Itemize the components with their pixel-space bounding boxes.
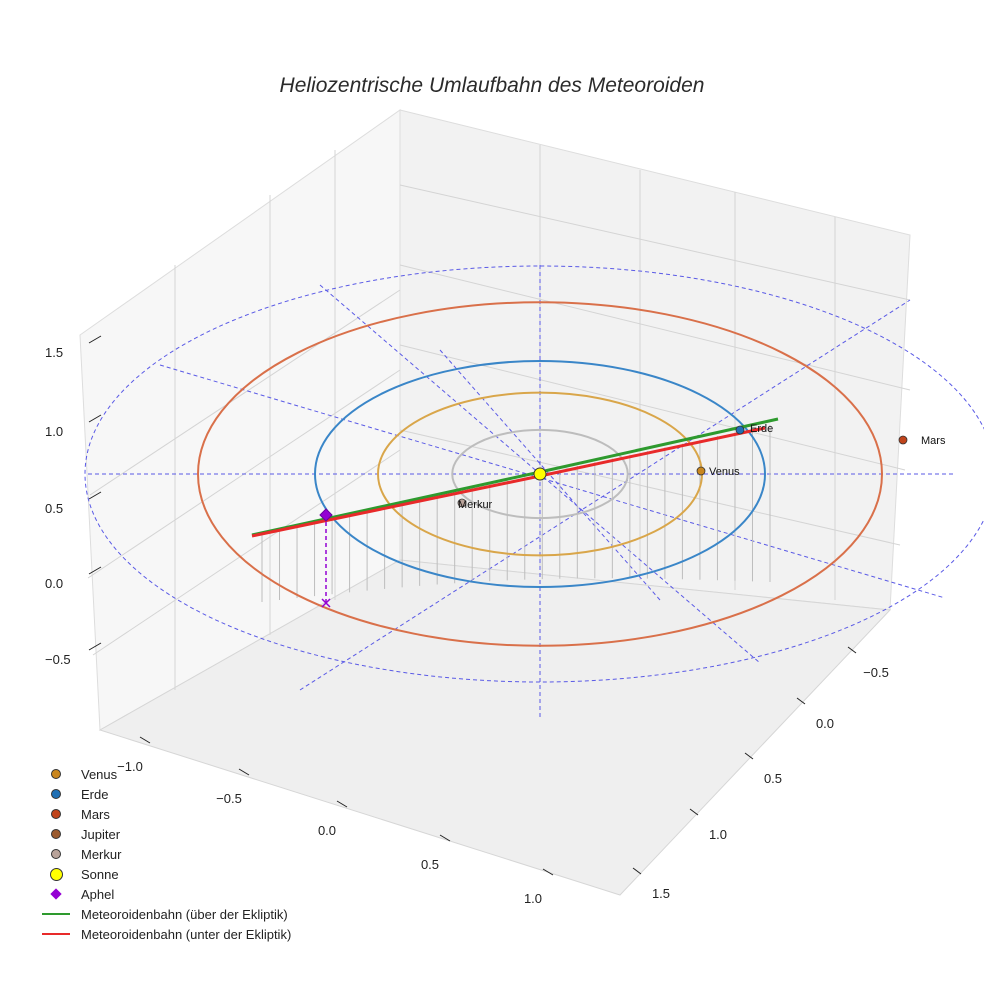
legend-sun-dot	[49, 867, 63, 881]
y-tick-mark	[796, 697, 806, 705]
legend-symbol	[40, 933, 72, 935]
legend-label: Meteoroidenbahn (unter der Ekliptik)	[81, 926, 292, 942]
y-tick-mark	[847, 646, 857, 654]
legend-label: Jupiter	[81, 826, 121, 842]
legend-symbol	[40, 789, 72, 799]
planet-mars-marker	[898, 435, 908, 445]
planet-merkur-label: Merkur	[458, 499, 493, 511]
legend-label: Mars	[81, 806, 110, 822]
aphel-projection-marker	[321, 598, 331, 608]
legend-item[interactable]: Meteoroidenbahn (unter der Ekliptik)	[40, 924, 291, 944]
legend-dot	[51, 809, 61, 819]
x-tick-label: −0.5	[216, 791, 242, 806]
legend-label: Aphel	[81, 886, 115, 902]
grid-line-13	[399, 429, 901, 546]
x-tick-label: −1.0	[117, 759, 143, 774]
legend-item[interactable]: Mars	[40, 804, 291, 824]
y-tick-label: 1.0	[709, 827, 727, 842]
planet-erde-marker	[735, 425, 745, 435]
z-tick-label: 0.0	[45, 576, 63, 591]
z-tick-mark	[88, 491, 102, 500]
z-tick-label: −0.5	[45, 652, 71, 667]
z-tick-mark	[88, 642, 102, 651]
planet-merkur-marker	[457, 498, 467, 508]
grid-line-10	[399, 184, 911, 301]
planet-erde-label: Erde	[750, 423, 773, 435]
y-tick-mark	[632, 867, 642, 875]
legend-label: Venus	[81, 766, 118, 782]
z-tick-label: 1.0	[45, 424, 63, 439]
legend-symbol	[40, 769, 72, 779]
x-tick-mark	[238, 768, 250, 776]
orbit-erde	[314, 360, 766, 588]
legend-label: Merkur	[81, 846, 122, 862]
planet-mars-label: Mars	[921, 435, 946, 447]
grid-line-9	[92, 449, 401, 656]
orbit-mars	[197, 301, 883, 647]
y-tick-label: 0.0	[816, 716, 834, 731]
legend-label: Sonne	[81, 866, 119, 882]
planet-venus-marker	[696, 466, 706, 476]
ecliptic-line-3	[299, 299, 911, 691]
legend-symbol	[40, 888, 72, 900]
x-tick-mark	[439, 834, 451, 842]
markers: Venus Erde Mars Merkur	[319, 423, 946, 608]
x-tick-mark	[336, 800, 348, 808]
planet-venus-label: Venus	[709, 466, 740, 478]
y-tick-label: −0.5	[863, 665, 889, 680]
y-tick-label: 1.5	[652, 886, 670, 901]
legend-item[interactable]: Sonne	[40, 864, 291, 884]
legend-dot	[51, 769, 61, 779]
grid-line-7	[89, 289, 401, 496]
legend-item[interactable]: Jupiter	[40, 824, 291, 844]
y-tick-label: 0.5	[764, 771, 782, 786]
legend-diamond	[50, 888, 62, 900]
x-tick-mark	[542, 868, 554, 876]
projection-stems	[261, 425, 771, 602]
legend-label: Erde	[81, 786, 109, 802]
z-tick-label: 1.5	[45, 345, 63, 360]
sun-marker	[533, 467, 547, 481]
legend-line	[42, 913, 70, 915]
legend-line	[42, 933, 70, 935]
z-tick-mark	[88, 566, 102, 575]
grid-line-11	[399, 264, 911, 391]
legend-item[interactable]: Aphel	[40, 884, 291, 904]
legend-symbol	[40, 809, 72, 819]
legend-symbol	[40, 867, 72, 881]
ecliptic-line-2	[159, 364, 946, 599]
legend-item[interactable]: Merkur	[40, 844, 291, 864]
axis-ticks: −1.0 −0.5 0.0 0.5 1.0 −0.5 0.0 0.5 1.0 1.5 −0.5 0.0…	[45, 335, 889, 906]
legend-dot	[51, 789, 61, 799]
aphel-marker	[319, 508, 333, 522]
legend-label: Meteoroidenbahn (über der Ekliptik)	[81, 906, 288, 922]
legend: Venus Erde Mars Jupiter Merkur Sonne Aphel Mete…	[40, 764, 291, 944]
legend-dot	[51, 849, 61, 859]
legend-item[interactable]: Venus	[40, 764, 291, 784]
y-tick-mark	[744, 752, 754, 760]
z-tick-mark	[88, 414, 102, 423]
legend-symbol	[40, 829, 72, 839]
right-pane	[399, 109, 911, 611]
z-tick-mark	[88, 335, 102, 344]
chart-title: Heliozentrische Umlaufbahn des Meteoroid…	[279, 74, 705, 97]
x-tick-label: 0.0	[318, 823, 336, 838]
legend-symbol	[40, 913, 72, 915]
legend-symbol	[40, 849, 72, 859]
z-tick-label: 0.5	[45, 501, 63, 516]
x-tick-label: 0.5	[421, 857, 439, 872]
x-tick-label: 1.0	[524, 891, 542, 906]
legend-dot	[51, 829, 61, 839]
orbit-merkur	[451, 428, 629, 520]
x-tick-mark	[139, 736, 151, 744]
grid-line-12	[399, 344, 906, 471]
y-tick-mark	[689, 808, 699, 816]
legend-item[interactable]: Erde	[40, 784, 291, 804]
legend-item[interactable]: Meteoroidenbahn (über der Ekliptik)	[40, 904, 291, 924]
